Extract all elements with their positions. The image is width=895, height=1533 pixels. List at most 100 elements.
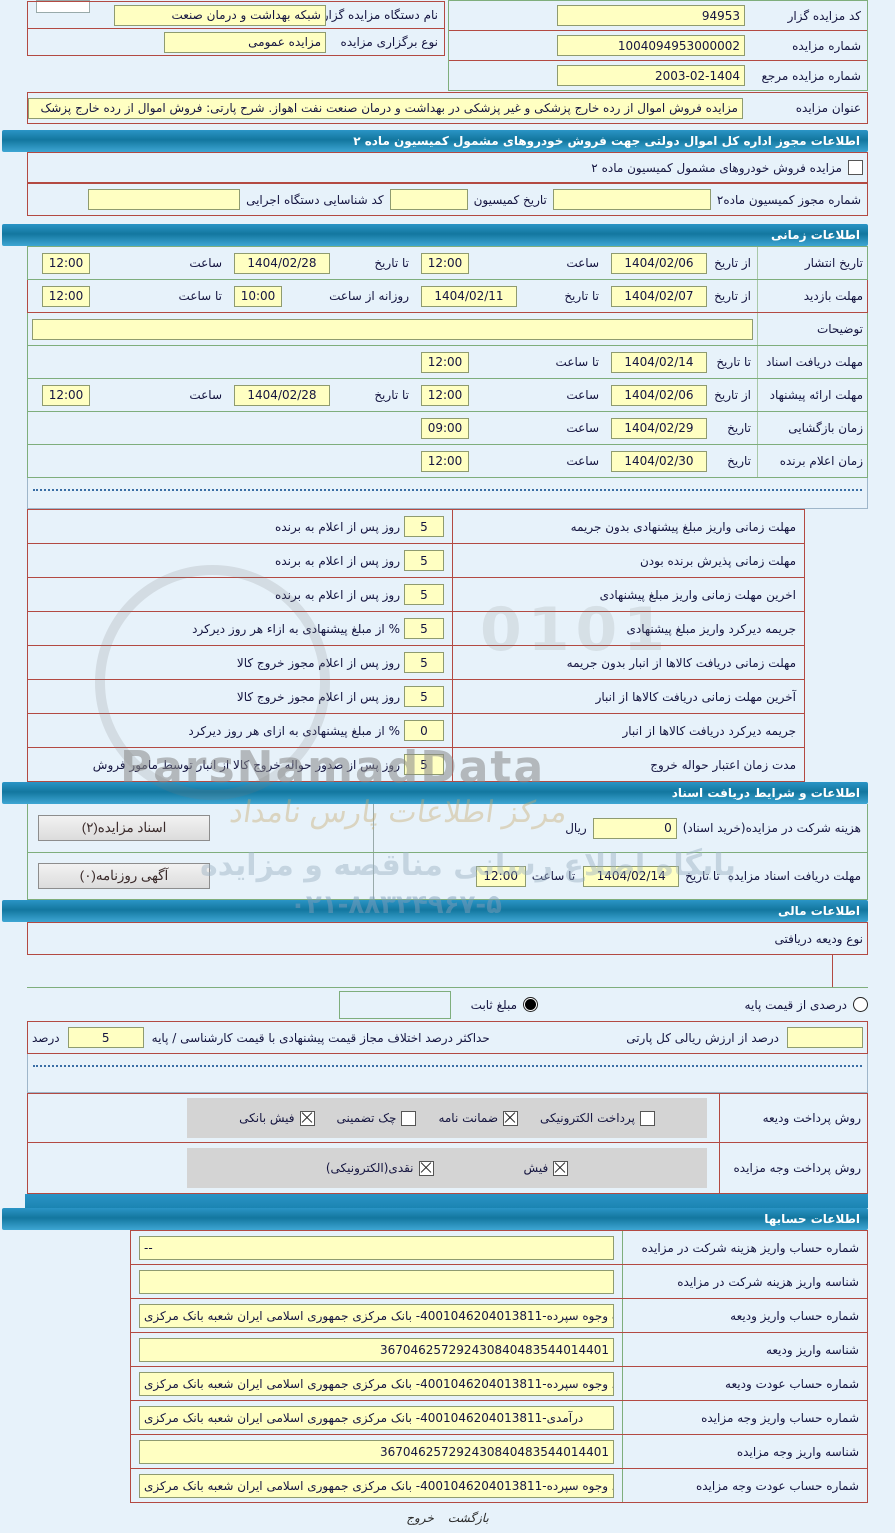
madde2-checkbox-icon[interactable] xyxy=(848,160,863,175)
publish-to-date-input[interactable]: 1404/02/28 xyxy=(234,252,330,274)
penalty-value-input[interactable]: 5 xyxy=(404,686,444,707)
account-input[interactable]: رد وجوه سپرده-4001046204013811- بانک مرک… xyxy=(139,1371,614,1396)
until-hour-label: تا ساعت xyxy=(555,355,599,369)
account-label: شناسه واریز وجه مزایده xyxy=(622,1435,867,1468)
exec-agency-code-input[interactable] xyxy=(88,189,241,210)
docs-to-date-input[interactable]: 1404/02/14 xyxy=(611,351,707,373)
offer-to-date-input[interactable]: 1404/02/28 xyxy=(234,384,330,406)
section-header-accounts: اطلاعات حسابها xyxy=(2,1208,868,1230)
daily-from-hour-label: روزانه از ساعت xyxy=(329,289,409,303)
gozar-code-label: کد مزایده گزار xyxy=(787,8,861,23)
docs-until-hour-input[interactable]: 12:00 xyxy=(421,351,469,373)
table-row: نوع برگزاری مزایده مزایده عمومی xyxy=(28,29,444,55)
certified-check-checkbox-icon[interactable] xyxy=(401,1110,417,1126)
bank-slip-checkbox-icon[interactable] xyxy=(299,1110,315,1126)
cash-electronic-checkbox-icon[interactable] xyxy=(418,1160,434,1176)
auction-number-input[interactable]: 1004094953000002 xyxy=(557,35,745,56)
auction-docs-button[interactable]: اسناد مزایده(۲) xyxy=(38,815,210,841)
visit-deadline-row: مهلت بازدید از تاریخ 1404/02/07 تا تاریخ… xyxy=(27,280,868,313)
winner-date-input[interactable]: 1404/02/30 xyxy=(611,450,707,472)
account-input[interactable] xyxy=(139,1269,614,1294)
deposit-type-label: نوع ودیعه دریافتی xyxy=(774,931,863,946)
offer-to-hour-input[interactable]: 12:00 xyxy=(42,384,90,406)
account-input[interactable]: دریافت وجوه سپرده-4001046204013811- بانک… xyxy=(139,1303,614,1328)
doc-fee-input[interactable]: 0 xyxy=(592,817,677,839)
account-input[interactable]: 367046257292430840483544014401 xyxy=(139,1439,614,1464)
account-label: شماره حساب عودت وجه مزایده xyxy=(622,1469,867,1502)
account-input[interactable]: -- xyxy=(139,1235,614,1260)
dashed-separator xyxy=(27,1054,868,1093)
doc-deadline-hour-input[interactable]: 12:00 xyxy=(475,865,526,887)
doc-deadline-date-input[interactable]: 1404/02/14 xyxy=(583,865,680,887)
organizer-name-label: نام دستگاه مزایده گزار xyxy=(322,8,438,22)
opening-hour-input[interactable]: 09:00 xyxy=(421,417,469,439)
account-input[interactable]: 367046257292430840483544014401 xyxy=(139,1337,614,1362)
until-hour-label: تا ساعت xyxy=(178,289,222,303)
footer-links: بازگشت خروج xyxy=(0,1503,895,1533)
ref-number-input[interactable]: 2003-02-1404 xyxy=(557,65,745,86)
publish-from-hour-input[interactable]: 12:00 xyxy=(421,252,469,274)
winner-hour-input[interactable]: 12:00 xyxy=(421,450,469,472)
publish-date-row: تاریخ انتشار از تاریخ 1404/02/06 ساعت 12… xyxy=(27,246,868,280)
hour-label: ساعت xyxy=(566,421,599,435)
penalty-value-input[interactable]: 5 xyxy=(404,516,444,537)
penalty-value-input[interactable]: 5 xyxy=(404,618,444,639)
visit-from-date-input[interactable]: 1404/02/07 xyxy=(611,285,707,307)
date-label: تاریخ xyxy=(727,421,751,435)
visit-daily-hour-input[interactable]: 10:00 xyxy=(234,285,282,307)
option-label: فیش بانکی xyxy=(239,1111,295,1125)
organizer-name-input[interactable]: شبکه بهداشت و درمان صنعت xyxy=(114,4,326,26)
permit-fields-row: شماره مجوز کمیسیون ماده۲ تاریخ کمیسیون ک… xyxy=(27,183,868,216)
max-diff-input[interactable]: 5 xyxy=(67,1027,144,1048)
opening-date-input[interactable]: 1404/02/29 xyxy=(611,417,707,439)
winner-announce-row: زمان اعلام برنده تاریخ 1404/02/30 ساعت 1… xyxy=(27,445,868,478)
auction-title-input[interactable]: مزایده فروش اموال از رده خارج پزشکی و غی… xyxy=(28,97,743,119)
fixed-amount-radio-icon[interactable] xyxy=(523,997,538,1012)
penalty-row: آخرین مهلت زمانی دریافت کالاها از انبار … xyxy=(27,680,805,714)
publish-to-hour-input[interactable]: 12:00 xyxy=(42,252,90,274)
back-link[interactable]: بازگشت xyxy=(447,1511,489,1525)
auction-type-input[interactable]: مزایده عمومی xyxy=(164,31,326,53)
auction-number-label: شماره مزایده xyxy=(792,38,861,53)
penalty-row: جریمه دیرکرد واریز مبلغ پیشنهادی 5 % از … xyxy=(27,612,805,646)
auction-type-label: نوع برگزاری مزایده xyxy=(340,35,438,49)
percent-of-base-radio-icon[interactable] xyxy=(853,997,868,1012)
account-input[interactable]: درآمدی-4001046204013811- بانک مرکزی جمهو… xyxy=(139,1405,614,1430)
offer-from-date-input[interactable]: 1404/02/06 xyxy=(611,384,707,406)
currency-label: ریال xyxy=(565,821,587,835)
penalty-value-input[interactable]: 5 xyxy=(404,754,444,775)
account-input[interactable]: رد وجوه سپرده-4001046204013811- بانک مرک… xyxy=(139,1473,614,1498)
deposit-mode-radio-row: درصدی از قیمت پایه مبلغ ثابت xyxy=(27,987,868,1021)
guarantee-letter-checkbox-icon[interactable] xyxy=(503,1110,519,1126)
publish-from-date-input[interactable]: 1404/02/06 xyxy=(611,252,707,274)
penalty-value-input[interactable]: 5 xyxy=(404,584,444,605)
table-row: کد مزایده گزار 94953 xyxy=(449,1,867,31)
penalty-value-input[interactable]: 5 xyxy=(404,550,444,571)
visit-until-hour-input[interactable]: 12:00 xyxy=(42,285,90,307)
newspaper-ad-button[interactable]: آگهی روزنامه(۰) xyxy=(38,863,210,889)
gozar-code-input[interactable]: 94953 xyxy=(557,5,745,26)
visit-to-date-input[interactable]: 1404/02/11 xyxy=(421,285,517,307)
penalty-suffix: % از مبلغ پیشنهادی به ازای هر روز دیرکرد xyxy=(188,723,400,738)
account-label: شناسه واریز ودیعه xyxy=(622,1333,867,1366)
doc-fee-label: هزینه شرکت در مزایده(خرید اسناد) xyxy=(682,821,861,835)
permit-number-input[interactable] xyxy=(552,189,711,210)
auction-title-label: عنوان مزایده xyxy=(795,101,861,115)
option-label: پرداخت الکترونیکی xyxy=(540,1111,635,1125)
penalty-value-input[interactable]: 0 xyxy=(404,720,444,741)
penalty-value-input[interactable]: 5 xyxy=(404,652,444,673)
account-label: شماره حساب واریز وجه مزایده xyxy=(622,1401,867,1434)
penalty-suffix: روز پس از اعلام مجوز خروج کالا xyxy=(236,655,400,670)
notes-input[interactable] xyxy=(32,318,753,340)
offer-from-hour-input[interactable]: 12:00 xyxy=(421,384,469,406)
exit-link[interactable]: خروج xyxy=(406,1511,434,1525)
auction-payment-label: روش پرداخت وجه مزایده xyxy=(719,1143,867,1193)
slip-checkbox-icon[interactable] xyxy=(553,1160,569,1176)
account-row: شماره حساب واریز ودیعه دریافت وجوه سپرده… xyxy=(130,1299,868,1333)
percent-of-value-input[interactable] xyxy=(787,1027,863,1048)
electronic-payment-checkbox-icon[interactable] xyxy=(639,1110,655,1126)
commission-date-input[interactable] xyxy=(389,189,468,210)
option-label: ضمانت نامه xyxy=(438,1111,499,1125)
penalty-label: آخرین مهلت زمانی دریافت کالاها از انبار xyxy=(452,680,804,713)
exec-agency-code-label: کد شناسایی دستگاه اجرایی xyxy=(246,192,384,207)
